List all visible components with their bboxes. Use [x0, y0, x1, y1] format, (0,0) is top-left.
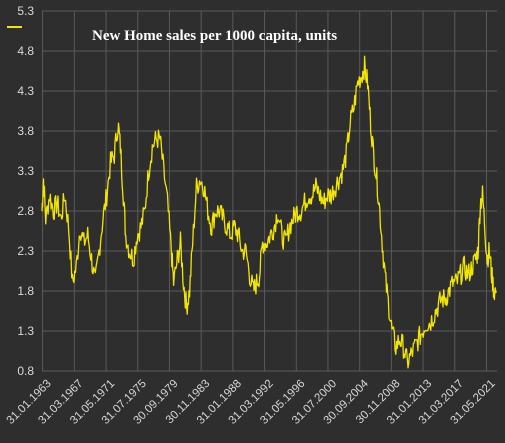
y-tick-label: 1.8: [17, 284, 34, 298]
y-tick-label: 3.8: [17, 124, 34, 138]
y-tick-label: 1.3: [17, 324, 34, 338]
y-tick-label: 3.3: [17, 164, 34, 178]
series-line: [41, 55, 497, 369]
y-tick-label: 5.3: [17, 4, 34, 18]
y-axis-ticks: 0.8 1.3 1.8 2.3 2.8 3.3 3.8 4.3 4.8 5.3: [17, 4, 34, 378]
y-tick-label: 2.3: [17, 244, 34, 258]
grid-lines: [42, 10, 497, 372]
y-tick-label: 2.8: [17, 204, 34, 218]
chart-title: New Home sales per 1000 capita, units: [92, 28, 337, 44]
x-axis-ticks: 31.01.196331.03.196731.05.197131.07.1975…: [5, 377, 498, 427]
y-tick-label: 4.3: [17, 84, 34, 98]
y-tick-label: 0.8: [17, 364, 34, 378]
y-tick-label: 4.8: [17, 44, 34, 58]
series-layer: [41, 55, 497, 369]
